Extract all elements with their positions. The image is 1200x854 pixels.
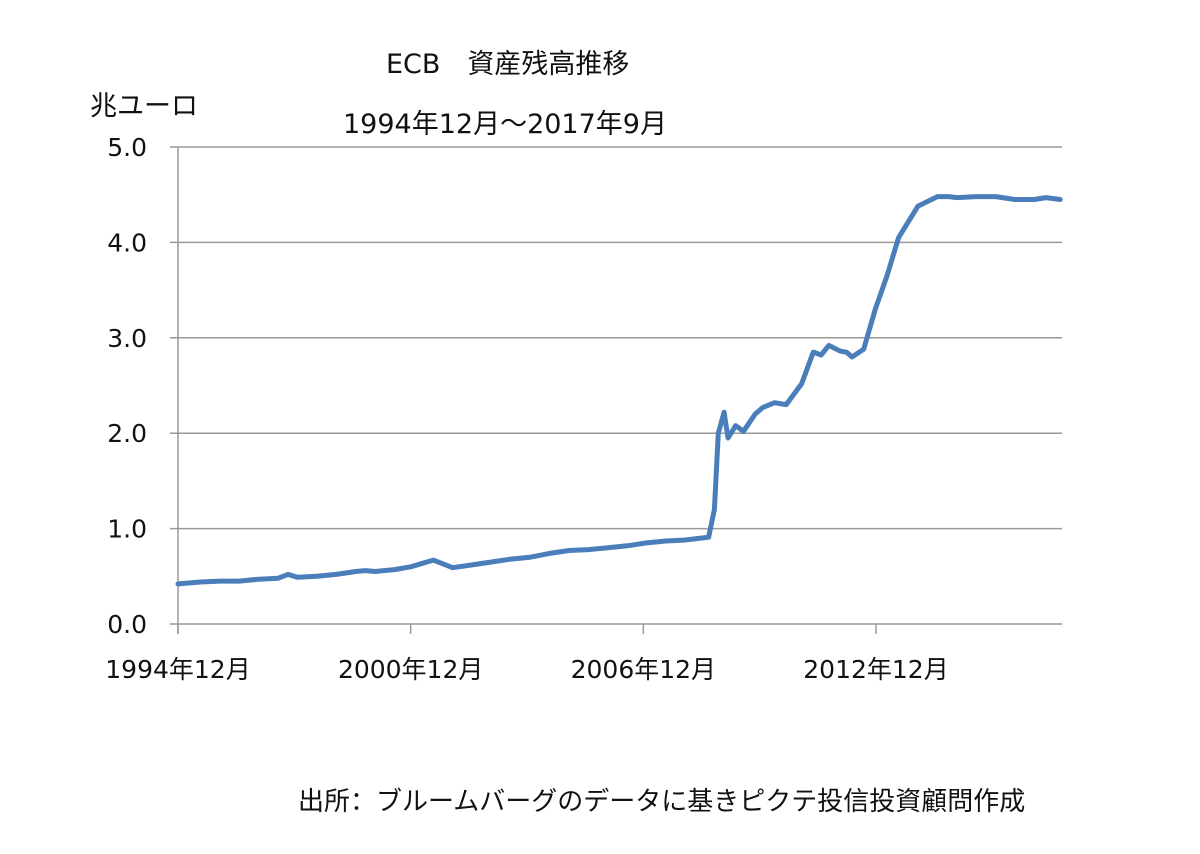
gridlines	[170, 146, 1062, 625]
chart-subtitle: 1994年12月～2017年9月	[343, 109, 667, 140]
y-axis-ticks: 0.0 1.0 2.0 3.0 4.0 5.0	[107, 133, 147, 639]
series-line	[175, 194, 1063, 587]
x-axis-ticks: 1994年12月 2000年12月 2006年12月 2012年12月	[105, 624, 949, 684]
source-note: 出所：ブルームバーグのデータに基きピクテ投信投資顧問作成	[298, 787, 1026, 817]
y-tick-label: 0.0	[107, 610, 147, 639]
x-tick-label: 1994年12月	[105, 655, 250, 684]
y-tick-label: 4.0	[107, 228, 147, 257]
y-tick-label: 3.0	[107, 324, 147, 353]
y-tick-label: 2.0	[107, 419, 147, 448]
y-tick-label: 1.0	[107, 515, 147, 544]
chart-title: ECB 資産残高推移	[386, 49, 630, 80]
x-tick-label: 2006年12月	[571, 655, 716, 684]
y-axis-unit-label: 兆ユーロ	[90, 91, 198, 122]
x-tick-label: 2000年12月	[338, 655, 483, 684]
y-tick-label: 5.0	[107, 133, 147, 162]
x-tick-label: 2012年12月	[803, 655, 948, 684]
